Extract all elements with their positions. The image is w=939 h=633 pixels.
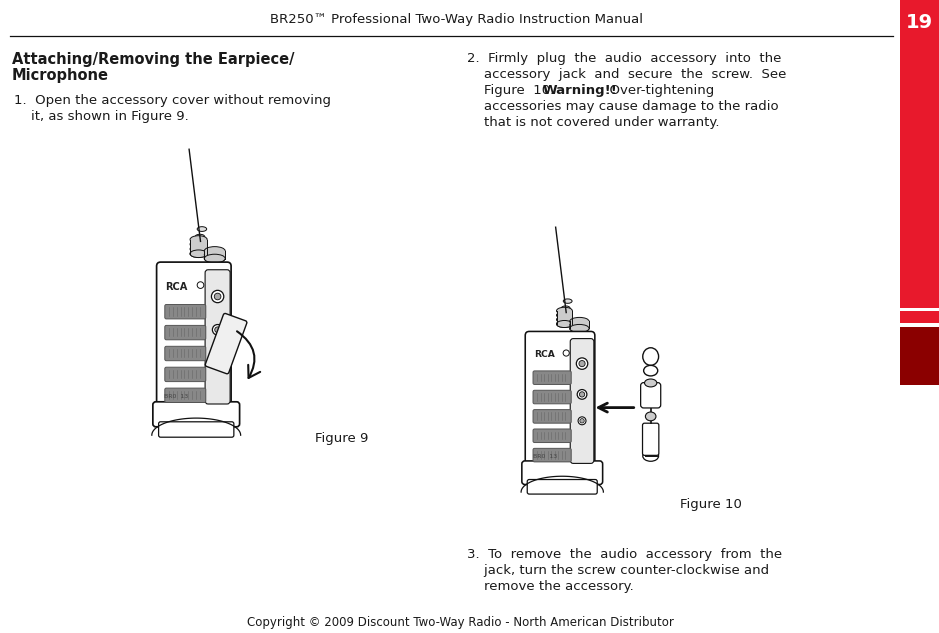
FancyBboxPatch shape xyxy=(165,346,206,361)
FancyBboxPatch shape xyxy=(570,339,593,463)
Ellipse shape xyxy=(570,317,589,325)
Ellipse shape xyxy=(205,254,225,263)
Ellipse shape xyxy=(557,311,573,319)
FancyBboxPatch shape xyxy=(153,402,239,427)
Text: remove the accessory.: remove the accessory. xyxy=(467,580,634,593)
Text: BR0  13: BR0 13 xyxy=(532,454,557,459)
FancyBboxPatch shape xyxy=(640,382,661,408)
Ellipse shape xyxy=(557,316,573,323)
Text: Warning!!: Warning!! xyxy=(543,84,618,97)
Ellipse shape xyxy=(563,350,569,356)
Ellipse shape xyxy=(215,356,220,361)
Ellipse shape xyxy=(190,250,208,258)
Ellipse shape xyxy=(197,227,207,232)
FancyBboxPatch shape xyxy=(157,262,231,413)
Ellipse shape xyxy=(214,293,221,300)
FancyBboxPatch shape xyxy=(533,410,571,423)
Text: Microphone: Microphone xyxy=(12,68,109,83)
Text: that is not covered under warranty.: that is not covered under warranty. xyxy=(467,116,719,129)
Ellipse shape xyxy=(212,325,223,335)
Ellipse shape xyxy=(557,320,573,327)
Text: it, as shown in Figure 9.: it, as shown in Figure 9. xyxy=(14,110,189,123)
Ellipse shape xyxy=(645,412,656,421)
Ellipse shape xyxy=(215,327,221,332)
Ellipse shape xyxy=(562,306,570,310)
Text: 3.  To  remove  the  audio  accessory  from  the: 3. To remove the audio accessory from th… xyxy=(467,548,782,561)
FancyBboxPatch shape xyxy=(165,304,206,319)
Text: RCA: RCA xyxy=(533,351,555,360)
Bar xyxy=(900,0,939,308)
Text: 2.  Firmly  plug  the  audio  accessory  into  the: 2. Firmly plug the audio accessory into … xyxy=(467,52,781,65)
Ellipse shape xyxy=(577,358,588,369)
Ellipse shape xyxy=(557,320,573,327)
FancyBboxPatch shape xyxy=(533,448,571,462)
Ellipse shape xyxy=(570,325,589,332)
Ellipse shape xyxy=(205,251,225,259)
FancyBboxPatch shape xyxy=(533,371,571,384)
FancyBboxPatch shape xyxy=(205,270,230,404)
Bar xyxy=(557,311,573,324)
Ellipse shape xyxy=(578,417,586,425)
Ellipse shape xyxy=(563,299,572,303)
Text: Copyright © 2009 Discount Two-Way Radio - North American Distributor: Copyright © 2009 Discount Two-Way Radio … xyxy=(247,616,673,629)
FancyBboxPatch shape xyxy=(206,313,247,374)
Ellipse shape xyxy=(644,379,657,387)
FancyBboxPatch shape xyxy=(525,332,594,472)
Ellipse shape xyxy=(580,418,584,423)
Ellipse shape xyxy=(190,250,208,258)
Ellipse shape xyxy=(570,325,589,332)
Bar xyxy=(900,311,939,323)
Ellipse shape xyxy=(197,282,204,289)
Ellipse shape xyxy=(211,291,223,303)
Ellipse shape xyxy=(579,361,585,367)
Ellipse shape xyxy=(205,247,225,255)
Ellipse shape xyxy=(643,451,658,461)
Text: accessory  jack  and  secure  the  screw.  See: accessory jack and secure the screw. See xyxy=(467,68,786,81)
Ellipse shape xyxy=(557,307,573,315)
Bar xyxy=(570,322,589,329)
FancyBboxPatch shape xyxy=(165,388,206,403)
Ellipse shape xyxy=(570,321,589,329)
FancyArrowPatch shape xyxy=(237,331,260,378)
Text: BR0  13: BR0 13 xyxy=(164,394,189,399)
Text: Figure  10.: Figure 10. xyxy=(467,84,571,97)
Text: jack, turn the screw counter-clockwise and: jack, turn the screw counter-clockwise a… xyxy=(467,564,769,577)
Text: 19: 19 xyxy=(906,13,933,32)
Bar xyxy=(900,327,939,385)
Text: Attaching/Removing the Earpiece/: Attaching/Removing the Earpiece/ xyxy=(12,52,295,67)
FancyBboxPatch shape xyxy=(642,423,659,455)
Ellipse shape xyxy=(190,235,208,243)
FancyBboxPatch shape xyxy=(533,429,571,442)
FancyBboxPatch shape xyxy=(165,325,206,340)
Ellipse shape xyxy=(213,354,222,363)
FancyBboxPatch shape xyxy=(527,480,597,494)
Bar xyxy=(190,239,208,254)
FancyBboxPatch shape xyxy=(533,391,571,404)
Text: accessories may cause damage to the radio: accessories may cause damage to the radi… xyxy=(467,100,778,113)
Text: Over-tightening: Over-tightening xyxy=(601,84,715,97)
Ellipse shape xyxy=(195,234,205,239)
Ellipse shape xyxy=(205,254,225,263)
Text: 1.  Open the accessory cover without removing: 1. Open the accessory cover without remo… xyxy=(14,94,331,107)
Ellipse shape xyxy=(190,245,208,253)
FancyBboxPatch shape xyxy=(522,461,603,484)
Ellipse shape xyxy=(577,389,587,399)
Bar xyxy=(205,251,225,258)
Ellipse shape xyxy=(190,241,208,248)
Text: RCA: RCA xyxy=(165,282,188,292)
Ellipse shape xyxy=(579,392,585,397)
Text: Figure 9: Figure 9 xyxy=(315,432,368,445)
FancyBboxPatch shape xyxy=(159,422,234,437)
FancyBboxPatch shape xyxy=(165,367,206,382)
Text: BR250™ Professional Two-Way Radio Instruction Manual: BR250™ Professional Two-Way Radio Instru… xyxy=(269,13,642,27)
Text: Figure 10: Figure 10 xyxy=(680,498,742,511)
